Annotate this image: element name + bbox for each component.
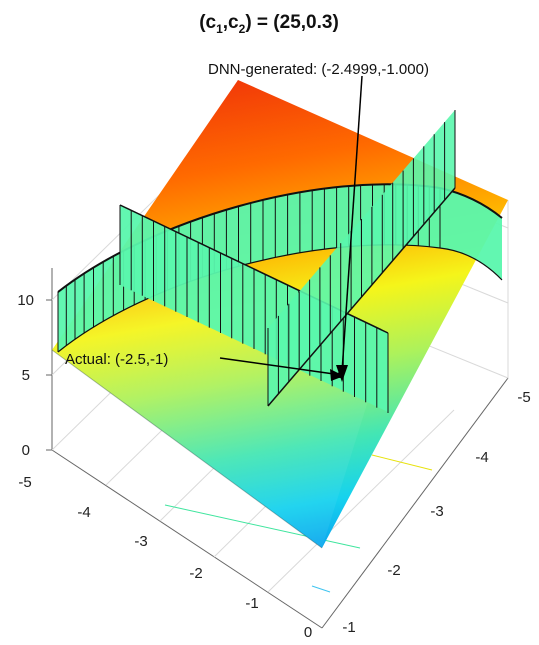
y-axis-ticks: -5 -4 -3 -2 -1: [342, 389, 530, 636]
z-tick-label: 0: [22, 442, 30, 459]
x-tick-label: -3: [134, 533, 147, 550]
y-tick-label: -1: [342, 619, 355, 636]
chart-title: (c1,c2) = (25,0.3): [199, 12, 339, 36]
y-tick-label: -2: [387, 562, 400, 579]
actual-annotation: Actual: (-2.5,-1): [65, 351, 168, 368]
x-tick-label: -5: [18, 474, 31, 491]
surface-left-edge: [51, 349, 323, 549]
dnn-arrow: [341, 75, 363, 373]
right-constraint-plane: [267, 110, 456, 407]
z-tick-label: 5: [22, 367, 30, 384]
floor-contours: [164, 454, 433, 593]
annotation-arrows: [219, 75, 363, 382]
x-tick-label: -4: [77, 504, 90, 521]
y-tick-label: -4: [475, 449, 488, 466]
y-tick-label: -5: [517, 389, 530, 406]
actual-point-marker: [337, 372, 343, 378]
z-axis-ticks: 0 5 10: [17, 292, 52, 459]
x-axis-ticks: -5 -4 -3 -2 -1 0: [18, 474, 312, 641]
x-tick-label: -1: [245, 595, 258, 612]
x-tick-label: 0: [304, 624, 312, 641]
dnn-annotation: DNN-generated: (-2.4999,-1.000): [208, 61, 429, 78]
z-tick-label: 10: [17, 292, 34, 309]
x-tick-label: -2: [189, 565, 202, 582]
actual-arrow: [219, 357, 335, 375]
y-tick-label: -3: [430, 503, 443, 520]
